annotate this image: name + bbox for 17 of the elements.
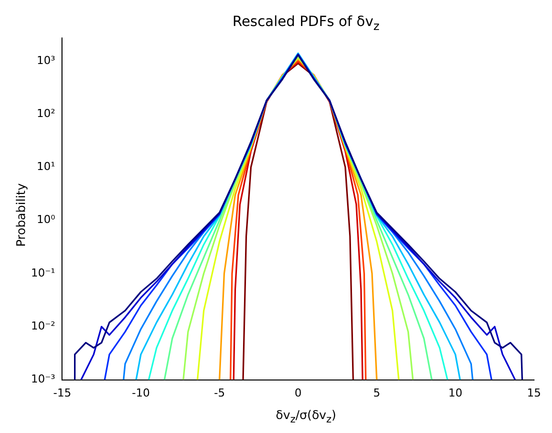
y-tick-label: 10⁻¹ [30, 266, 56, 280]
y-tick-label: 10⁰ [36, 213, 56, 226]
y-tick-label: 10⁻² [30, 320, 56, 333]
y-tick-label: 10² [36, 106, 56, 120]
y-tick-label: 10⁻³ [30, 372, 56, 386]
y-tick-label: 10³ [36, 54, 56, 67]
x-tick-label: -5 [214, 386, 225, 400]
x-tick-label: -15 [53, 386, 72, 400]
x-tick-label: -10 [132, 386, 150, 400]
x-tick-label: 10 [448, 386, 462, 400]
x-tick-label: 15 [527, 386, 541, 400]
chart-title: Rescaled PDFs of δv$_{z}$ [231, 14, 381, 33]
y-axis-title: Probability [14, 182, 28, 249]
x-tick-label: 0 [294, 386, 302, 400]
y-tick-label: 10¹ [36, 160, 56, 174]
x-tick-label: 5 [373, 386, 380, 400]
x-axis-title: δv$_{z}$/σ(δv$_{z}$) [274, 408, 338, 425]
